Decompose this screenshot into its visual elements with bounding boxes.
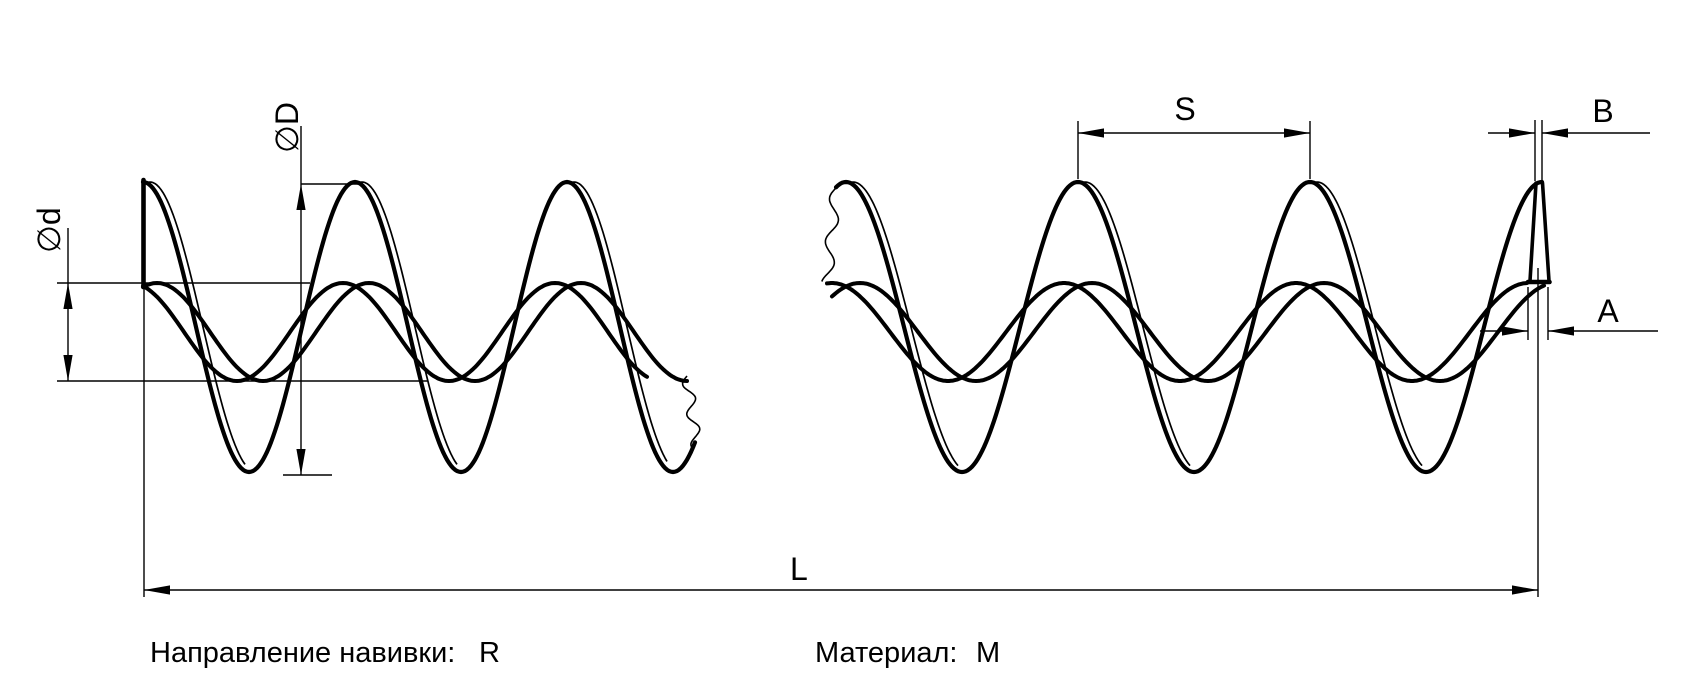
left-spiral-break-line [681,375,701,450]
right-spiral-ribbon-thickness-line [847,181,1423,467]
right-spiral-break-line [821,187,840,282]
right-spiral-end-face-left [1528,181,1538,283]
strip-thickness-dimension-lines [1488,120,1650,181]
total-length-dimension: L [143,285,1538,597]
left-spiral-outer-edge [140,179,698,475]
right-spiral-inner-edge-back [830,281,1546,383]
winding-direction-note: Направление навивки: R [150,637,500,669]
winding-direction-label: Направление навивки: [150,637,455,669]
inner-diameter-dimension-lines [57,228,428,382]
right-spiral-end-face-right [1540,181,1551,283]
outer-diameter-dimension: ∅D [269,102,358,476]
outer-diameter-dimension-lines [283,126,358,476]
strip-thickness-label: B [1592,93,1613,129]
inner-diameter-dimension: ∅d [31,207,428,382]
strip-thickness-dimension: B [1488,93,1650,181]
inner-diameter-label: ∅d [31,207,67,253]
left-spiral-ribbon-thickness-line [144,181,668,465]
left-spiral-inner-edge-front [141,281,649,383]
material-note: Материал: M [815,637,1000,669]
left-spiral [140,177,701,475]
pitch-dimension-lines [1077,121,1311,179]
strip-width-label: A [1597,293,1619,329]
material-label: Материал: [815,637,958,669]
right-spiral-inner-edge-front [825,281,1529,383]
total-length-dimension-lines [143,285,1538,597]
winding-direction-value: R [479,637,500,669]
right-spiral [821,179,1552,475]
dimension-arrowheads [63,128,1574,595]
strip-width-dimension: A [1480,268,1658,597]
pitch-label: S [1174,91,1195,127]
outer-diameter-label: ∅D [269,102,305,153]
right-spiral-outer-edge [833,179,1545,475]
strip-width-dimension-lines [1480,268,1658,597]
total-length-label: L [790,551,808,587]
left-spiral-inner-edge-back [141,281,689,383]
material-value: M [976,637,1000,669]
pitch-dimension: S [1077,91,1311,179]
